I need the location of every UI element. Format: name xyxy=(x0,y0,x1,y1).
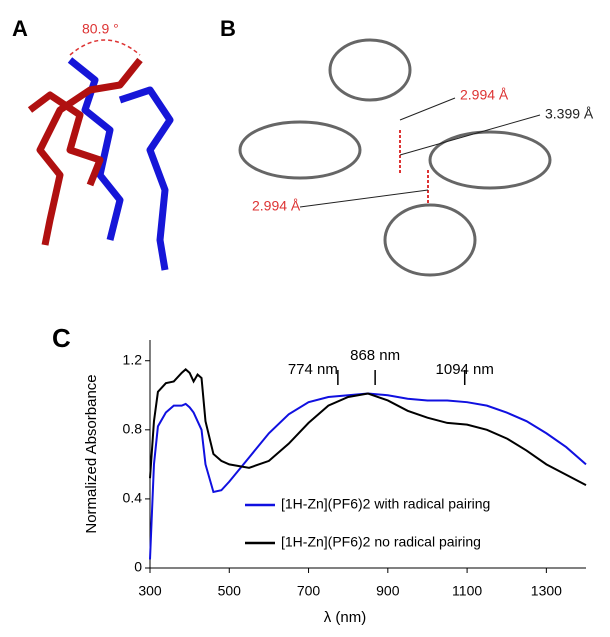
x-tick-label: 300 xyxy=(138,583,162,599)
panel-label: B xyxy=(220,16,236,41)
angle-label: 80.9 ° xyxy=(82,21,119,37)
annotation: 868 nm xyxy=(350,347,400,364)
y-tick-label: 0.8 xyxy=(123,421,143,437)
x-tick-label: 900 xyxy=(376,583,400,599)
distance-label: 3.399 Å xyxy=(545,106,594,122)
legend-label: [1H-Zn](PF6)2 no radical pairing xyxy=(281,534,481,550)
y-tick-label: 0 xyxy=(134,559,142,575)
x-axis-label: λ (nm) xyxy=(324,609,367,626)
x-tick-label: 1300 xyxy=(531,583,562,599)
x-tick-label: 700 xyxy=(297,583,321,599)
y-tick-label: 1.2 xyxy=(123,351,143,367)
x-tick-label: 1100 xyxy=(452,583,482,599)
distance-label: 2.994 Å xyxy=(252,198,301,214)
molecule-b xyxy=(240,40,550,275)
annotation: 774 nm xyxy=(288,361,338,378)
y-tick-label: 0.4 xyxy=(123,490,143,506)
distance-label: 2.994 Å xyxy=(460,87,509,103)
x-tick-label: 500 xyxy=(218,583,242,599)
panel-label: C xyxy=(52,323,71,353)
series-line xyxy=(150,369,586,485)
panel-label: A xyxy=(12,16,28,41)
annotation: 1094 nm xyxy=(436,361,494,378)
figure: A B C 80.9 ° 2.994 Å 3.399 Å 2.994 Å λ (… xyxy=(0,0,610,632)
y-axis-label: Normalized Absorbance xyxy=(83,374,100,533)
molecule-a xyxy=(30,40,170,270)
legend-label: [1H-Zn](PF6)2 with radical pairing xyxy=(281,496,490,512)
